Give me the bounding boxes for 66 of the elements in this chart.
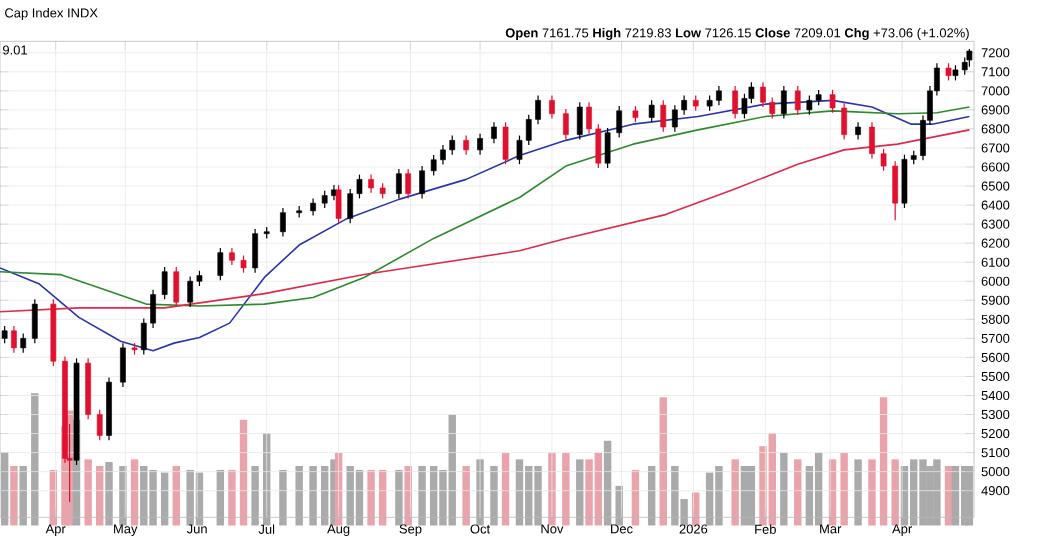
candlestick — [310, 197, 316, 217]
candlestick — [841, 102, 847, 140]
candlestick — [173, 266, 180, 308]
bar — [615, 485, 623, 526]
bar — [228, 469, 236, 526]
candlestick — [616, 105, 623, 139]
candlestick — [368, 174, 374, 194]
bar — [19, 465, 27, 526]
bar — [295, 465, 303, 526]
bar — [31, 393, 39, 526]
candlestick — [405, 168, 412, 200]
candlestick — [161, 266, 168, 300]
bar — [576, 459, 584, 526]
candlestick — [880, 148, 887, 172]
bar — [367, 469, 375, 526]
candlestick — [502, 121, 509, 165]
bar — [10, 465, 18, 526]
bar — [780, 452, 788, 526]
bar — [418, 465, 426, 526]
bar — [515, 459, 524, 526]
candlestick — [549, 95, 555, 120]
candlestick — [563, 108, 569, 140]
bar — [84, 459, 92, 526]
bar — [404, 465, 412, 526]
candlestick — [648, 99, 655, 123]
bar — [279, 469, 287, 526]
candlestick — [31, 298, 38, 344]
candlestick — [252, 228, 258, 274]
candlestick — [477, 133, 483, 156]
candlestick — [120, 342, 126, 388]
bar — [854, 459, 862, 526]
bar — [840, 452, 848, 526]
candlestick — [280, 207, 286, 238]
candlestick — [781, 85, 787, 120]
candlestick — [869, 121, 875, 160]
bar — [562, 452, 570, 526]
bar — [130, 459, 139, 526]
candlestick — [217, 247, 224, 281]
bar — [395, 469, 403, 526]
candlestick — [11, 325, 17, 354]
candlestick — [491, 121, 497, 144]
candlestick — [419, 165, 425, 200]
candlestick — [732, 85, 739, 120]
bar — [933, 459, 941, 526]
bar — [794, 459, 802, 526]
candlestick — [96, 409, 103, 441]
bar — [868, 459, 876, 526]
bar — [309, 465, 317, 526]
bar — [891, 459, 899, 526]
candlestick — [396, 168, 402, 200]
bar — [105, 462, 113, 526]
candlestick — [829, 89, 836, 114]
bar — [119, 465, 127, 526]
candlestick — [660, 99, 667, 133]
bar — [490, 465, 498, 526]
bar — [879, 397, 888, 526]
candlestick — [20, 333, 27, 354]
candlestick — [794, 85, 801, 116]
candlestick — [463, 134, 469, 156]
candlestick — [604, 127, 611, 169]
bar — [659, 397, 667, 526]
candlestick — [892, 160, 899, 221]
bar — [731, 459, 739, 526]
bar — [462, 465, 470, 526]
candlestick — [576, 101, 583, 140]
bar — [251, 465, 259, 526]
